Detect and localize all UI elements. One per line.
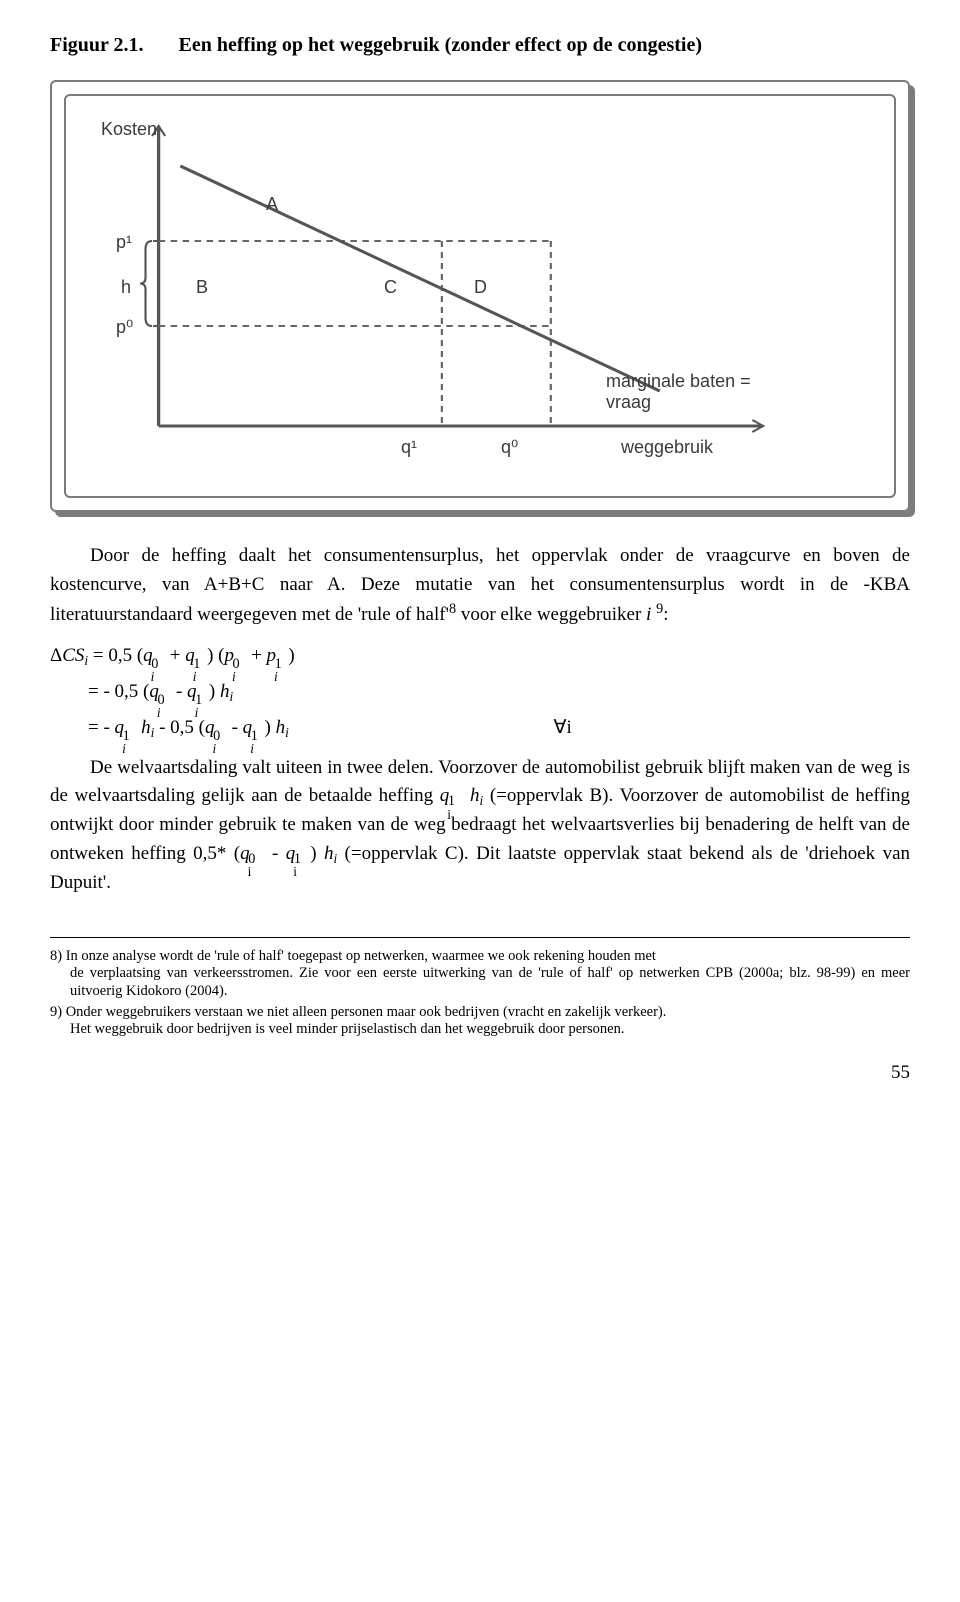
label-B: B <box>196 274 208 301</box>
label-q1: q¹ <box>401 434 417 461</box>
para1-part-b: voor elke weggebruiker <box>456 604 646 625</box>
label-D: D <box>474 274 487 301</box>
label-q0: q⁰ <box>501 434 518 461</box>
eq-forall: ∀i <box>554 717 572 738</box>
para1-part-c: : <box>663 604 668 625</box>
paragraph-2: De welvaartsdaling valt uiteen in twee d… <box>50 754 910 897</box>
figure-heading: Figuur 2.1. Een heffing op het weggebrui… <box>50 30 910 60</box>
fn9-line2: Het weggebruik door bedrijven is veel mi… <box>50 1021 910 1038</box>
label-A: A <box>266 191 278 218</box>
x-axis-title: weggebruik <box>621 434 713 461</box>
demand-label-2: vraag <box>606 389 651 416</box>
label-h: h <box>121 274 131 301</box>
figure-caption: Een heffing op het weggebruik (zonder ef… <box>179 34 702 56</box>
footnote-separator <box>50 937 910 938</box>
footnote-8: 8) In onze analyse wordt de 'rule of hal… <box>50 948 910 1000</box>
eq-line-3: = - q1i hi - 0,5 (q0i - q1i ) hi ∀i <box>50 710 910 746</box>
footnotes: 8) In onze analyse wordt de 'rule of hal… <box>50 948 910 1039</box>
label-p1: p¹ <box>116 229 132 256</box>
chart-frame-outer: Kosten p¹ h p⁰ A B C D q¹ q⁰ weggebruik … <box>50 80 910 512</box>
figure-label: Figuur 2.1. <box>50 34 144 56</box>
eq-line-2: = - 0,5 (q0i - q1i ) hi <box>50 674 910 710</box>
y-axis-title: Kosten <box>101 116 157 143</box>
equations: ΔCSi = 0,5 (q0i + q1i ) (p0i + p1i ) = -… <box>50 638 910 746</box>
label-C: C <box>384 274 397 301</box>
page-number: 55 <box>50 1059 910 1088</box>
footnote-9: 9) Onder weggebruikers verstaan we niet … <box>50 1004 910 1039</box>
body-text: Door de heffing daalt het consumentensur… <box>50 542 910 897</box>
eq-line-1: ΔCSi = 0,5 (q0i + q1i ) (p0i + p1i ) <box>50 638 910 674</box>
label-p0: p⁰ <box>116 314 133 341</box>
fn9-line1: 9) Onder weggebruikers verstaan we niet … <box>50 1004 666 1020</box>
chart-frame-inner: Kosten p¹ h p⁰ A B C D q¹ q⁰ weggebruik … <box>64 94 896 498</box>
fn8-line1: 8) In onze analyse wordt de 'rule of hal… <box>50 948 656 964</box>
paragraph-1: Door de heffing daalt het consumentensur… <box>50 542 910 630</box>
fn8-line2: de verplaatsing van verkeersstromen. Zie… <box>50 965 910 1000</box>
para2-c: ) <box>310 843 324 864</box>
